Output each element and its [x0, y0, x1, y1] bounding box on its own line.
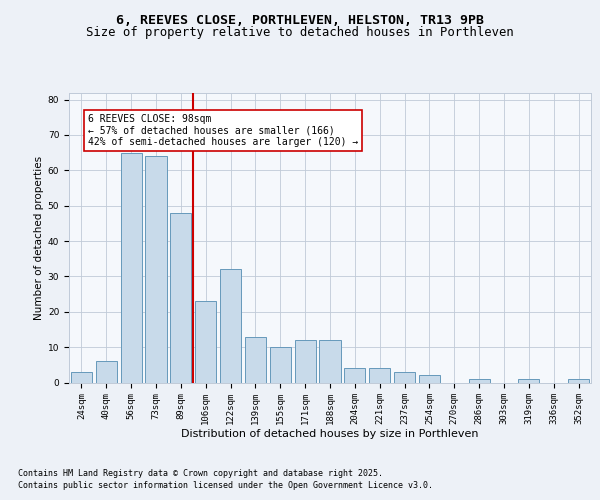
Bar	[394, 372, 415, 382]
Text: 6 REEVES CLOSE: 98sqm
← 57% of detached houses are smaller (166)
42% of semi-det: 6 REEVES CLOSE: 98sqm ← 57% of detached …	[88, 114, 358, 147]
Bar	[295, 340, 316, 382]
Bar	[369, 368, 390, 382]
X-axis label: Distribution of detached houses by size in Porthleven: Distribution of detached houses by size …	[181, 428, 479, 438]
Bar	[245, 336, 266, 382]
Text: 6, REEVES CLOSE, PORTHLEVEN, HELSTON, TR13 9PB: 6, REEVES CLOSE, PORTHLEVEN, HELSTON, TR…	[116, 14, 484, 26]
Bar	[568, 379, 589, 382]
Bar	[518, 379, 539, 382]
Bar	[344, 368, 365, 382]
Y-axis label: Number of detached properties: Number of detached properties	[34, 156, 44, 320]
Bar	[419, 376, 440, 382]
Bar	[195, 301, 216, 382]
Bar	[220, 270, 241, 382]
Bar	[145, 156, 167, 382]
Text: Contains public sector information licensed under the Open Government Licence v3: Contains public sector information licen…	[18, 482, 433, 490]
Text: Size of property relative to detached houses in Porthleven: Size of property relative to detached ho…	[86, 26, 514, 39]
Bar	[170, 212, 191, 382]
Bar	[71, 372, 92, 382]
Bar	[319, 340, 341, 382]
Bar	[121, 152, 142, 382]
Bar	[469, 379, 490, 382]
Bar	[270, 347, 291, 382]
Bar	[96, 362, 117, 382]
Text: Contains HM Land Registry data © Crown copyright and database right 2025.: Contains HM Land Registry data © Crown c…	[18, 470, 383, 478]
